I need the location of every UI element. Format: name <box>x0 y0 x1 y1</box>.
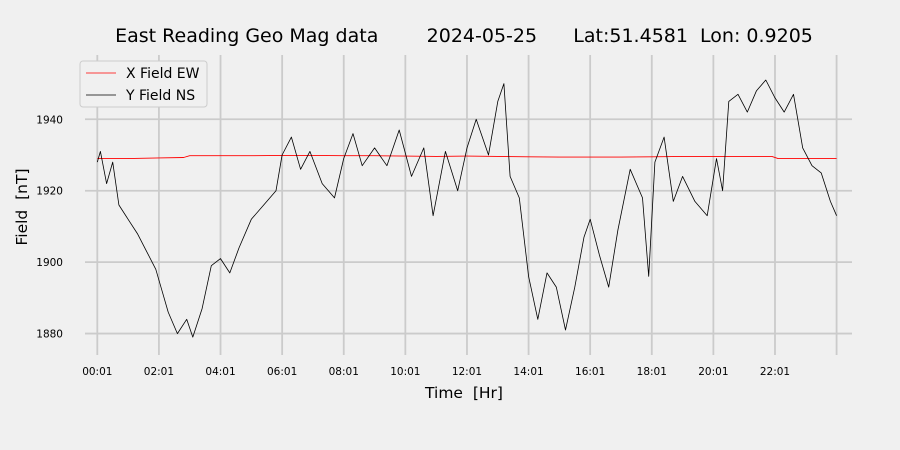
x-tick-label: 10:01 <box>390 366 420 378</box>
legend-label-x-field: X Field EW <box>126 66 200 82</box>
legend: X Field EW Y Field NS <box>79 60 208 108</box>
y-axis-label: Field [nT] <box>13 168 31 245</box>
x-tick-label: 08:01 <box>329 366 359 378</box>
x-tick-label: 04:01 <box>205 366 235 378</box>
x-tick-label: 20:01 <box>698 366 728 378</box>
x-tick-labels: 00:01 02:01 04:01 06:01 08:01 10:01 12:01 14:01… <box>82 366 790 378</box>
plot-area <box>96 79 837 338</box>
x-tick-label: 12:01 <box>452 366 482 378</box>
x-axis-label: Time [Hr] <box>424 384 503 402</box>
x-tick-label: 02:01 <box>144 366 174 378</box>
x-tick-label: 16:01 <box>575 366 605 378</box>
chart-title: East Reading Geo Mag data 2024-05-25 Lat… <box>115 25 813 47</box>
series-line-y-field-ns <box>96 79 837 338</box>
x-tick-label: 22:01 <box>760 366 790 378</box>
y-tick-label: 1900 <box>36 257 63 269</box>
x-tick-label: 14:01 <box>513 366 543 378</box>
x-tick-label: 00:01 <box>82 366 112 378</box>
x-tick-label: 06:01 <box>267 366 297 378</box>
y-tick-label: 1940 <box>36 114 63 126</box>
series-line-x-field-ew <box>97 154 837 160</box>
legend-label-y-field: Y Field NS <box>125 88 195 104</box>
legend-box <box>79 60 208 108</box>
grid <box>85 55 852 355</box>
x-tick-label: 18:01 <box>637 366 667 378</box>
y-tick-label: 1880 <box>36 329 63 341</box>
y-tick-labels: 1880 1900 1920 1940 <box>36 114 63 340</box>
y-tick-label: 1920 <box>36 186 63 198</box>
